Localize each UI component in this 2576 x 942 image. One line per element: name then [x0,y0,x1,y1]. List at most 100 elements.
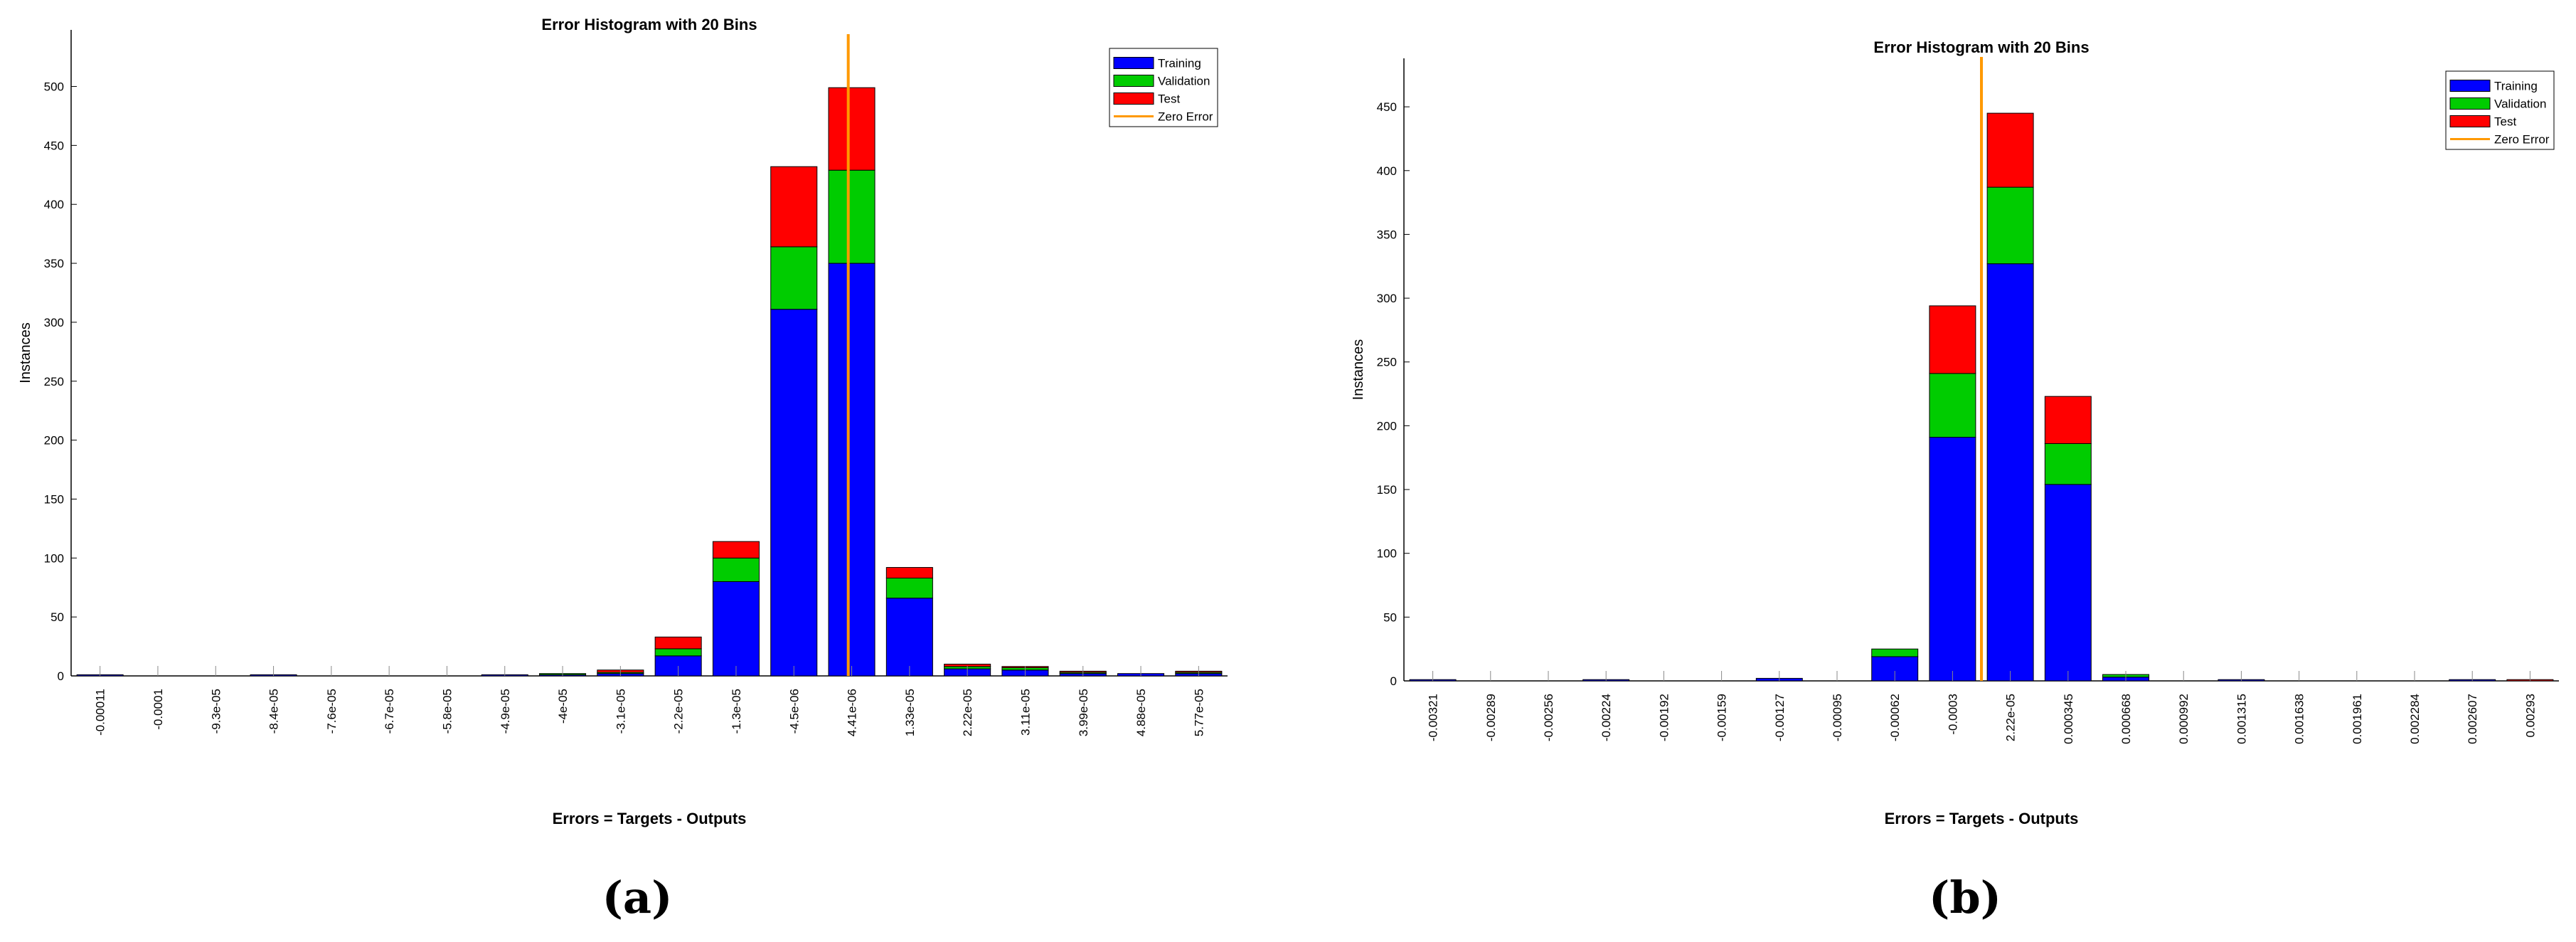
x-tick-label: -0.0001 [151,689,165,730]
legend-label: Zero Error [2494,133,2550,147]
histogram-chart-a: Error Histogram with 20 Bins 0 50 100 150 200… [18,16,1228,827]
bar-validation [1871,648,1919,657]
x-tick-label: 0.002607 [2466,694,2479,744]
bar-validation [770,246,818,310]
panel-label-a: (a) [602,872,673,924]
legend-label: Test [2494,115,2516,129]
x-tick-label: -4.9e-05 [499,689,512,734]
legend-swatch-training [1113,57,1154,69]
y-tick-label: 0 [1390,674,1397,688]
y-tick-label: 100 [1377,547,1397,561]
bar-validation [654,648,702,657]
x-tick-label: -0.00062 [1888,694,1902,741]
x-tick-label: 0.000992 [2177,694,2191,744]
x-tick-label: -3.1e-05 [614,689,627,734]
bar-test [828,87,875,171]
x-tick-label: 5.77e-05 [1192,689,1205,736]
bar-validation [712,557,760,582]
legend-label: Validation [1158,75,1210,88]
y-tick-label: 300 [44,316,64,329]
x-tick-label: -0.00256 [1542,694,1555,741]
x-tick-label: 0.001638 [2293,694,2306,744]
chart-title: Error Histogram with 20 Bins [1873,38,2089,56]
y-tick-label: 300 [1377,292,1397,305]
y-tick-label: 400 [1377,164,1397,178]
bar-validation [2044,443,2092,485]
x-tick-label: -2.2e-05 [672,689,686,734]
bar-test [1986,112,2034,188]
bar-validation [885,577,933,599]
x-tick-label: -5.8e-05 [440,689,454,734]
bar-training [1929,437,1976,682]
x-tick-label: -4e-05 [556,689,570,724]
x-tick-label: -0.00224 [1600,694,1613,741]
x-tick-label: -0.00095 [1831,694,1844,741]
x-tick-label: 0.00293 [2523,694,2537,737]
legend-swatch-test [1113,92,1154,105]
x-tick-label: 4.88e-05 [1134,689,1148,736]
x-tick-label: 4.41e-06 [846,689,859,736]
bar-validation [1986,186,2034,265]
x-tick-label: 0.001961 [2351,694,2364,744]
x-axis-label: Errors = Targets - Outputs [553,810,747,827]
histogram-chart-b: Error Histogram with 20 Bins 0 50 100 150 200… [1351,38,2559,827]
y-tick-label: 500 [44,80,64,94]
x-tick-label: 2.22e-05 [961,689,974,736]
bar-test [1929,305,1976,374]
x-tick-label: -0.0003 [1946,694,1959,735]
x-tick-label: -8.4e-05 [267,689,281,734]
x-tick-label: -1.3e-05 [730,689,743,734]
y-tick-label: 150 [44,492,64,506]
legend-label: Training [2494,80,2538,93]
x-tick-label: 0.000668 [2119,694,2133,744]
bar-test [654,636,702,650]
legend-label: Zero Error [1158,110,1213,124]
x-tick-label: 0.002284 [2408,694,2422,744]
y-tick-label: 200 [1377,419,1397,433]
legend-label: Training [1158,57,1201,70]
bar-validation [1929,373,1976,438]
x-tick-label: -0.00159 [1715,694,1729,741]
bar-training [828,263,875,677]
y-tick-label: 250 [1377,356,1397,369]
bar-training [1986,263,2034,682]
legend-label: Test [1158,92,1180,106]
y-tick-label: 100 [44,551,64,565]
x-tick-label: 3.99e-05 [1077,689,1090,736]
y-tick-label: 450 [1377,100,1397,114]
y-tick-label: 450 [44,139,64,152]
chart-title: Error Histogram with 20 Bins [541,16,757,33]
y-tick-label: 0 [58,670,64,683]
bar-validation [828,169,875,264]
y-axis-label: Instances [18,322,33,383]
x-tick-label: 0.000345 [2062,694,2075,744]
bar-training [885,598,933,677]
bar-test [2044,396,2092,444]
y-tick-label: 200 [44,434,64,448]
y-tick-label: 400 [44,198,64,211]
legend-swatch-validation [1113,75,1154,87]
y-axis-label: Instances [1351,339,1366,401]
x-tick-label: 3.11e-05 [1018,689,1032,736]
x-tick-label: -4.5e-06 [787,689,801,734]
bar-test [712,541,760,559]
bar-test [885,567,933,578]
bar-training [770,309,818,677]
y-tick-label: 150 [1377,483,1397,497]
panel-label-b: (b) [1928,872,2002,924]
x-tick-label: -0.00289 [1484,694,1498,741]
chart-panel-b: Error Histogram with 20 Bins 0 50 100 150 200… [1288,0,2576,942]
x-tick-label: -0.00011 [94,689,107,736]
bar-training [2044,484,2092,682]
y-tick-label: 250 [44,375,64,388]
x-tick-label: -0.00192 [1657,694,1671,741]
y-tick-label: 50 [1383,610,1397,624]
x-tick-label: -9.3e-05 [209,689,223,734]
x-tick-label: 0.001315 [2235,694,2248,744]
x-axis-label: Errors = Targets - Outputs [1885,810,2079,827]
chart-panel-a: Error Histogram with 20 Bins 0 50 100 150 200… [18,16,1228,924]
legend-swatch-validation [2449,97,2491,110]
x-tick-label: -0.00321 [1427,694,1440,741]
y-tick-label: 350 [44,257,64,270]
legend-label: Validation [2494,97,2546,111]
